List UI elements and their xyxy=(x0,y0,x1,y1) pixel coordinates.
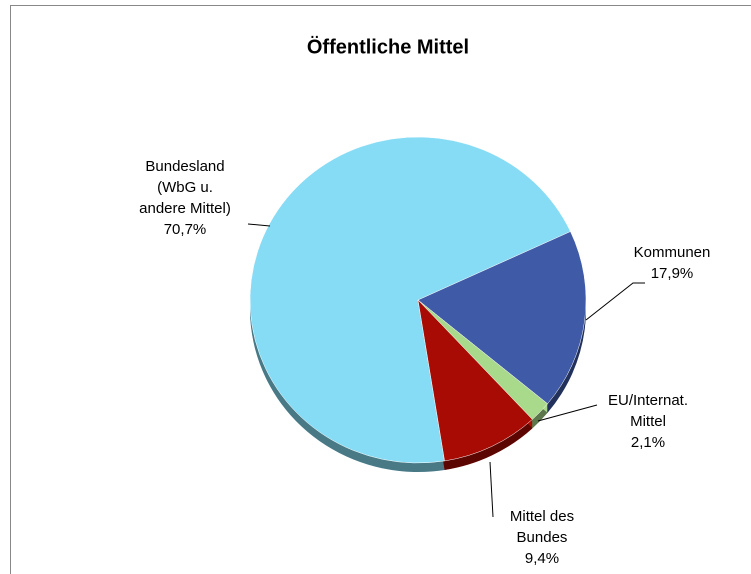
slice xyxy=(249,136,571,464)
value-label: 17,9% xyxy=(650,265,694,282)
slice-label: Mittel des Bundes 9,4% xyxy=(510,506,574,569)
leader-line xyxy=(537,404,598,422)
category-label: Mittel des Bundes xyxy=(509,508,575,546)
leader-line xyxy=(489,461,494,518)
slice-label: Bundesland (WbG u. andere Mittel) 70,7% xyxy=(139,156,231,240)
value-label: 2,1% xyxy=(630,434,666,451)
leader-line xyxy=(247,223,271,227)
chart-title: Öffentliche Mittel xyxy=(307,35,469,58)
category-label: EU/Internat. Mittel xyxy=(607,392,689,430)
slice xyxy=(417,299,533,462)
value-label: 9,4% xyxy=(524,550,560,567)
leader-line xyxy=(585,282,645,321)
slice-label: Kommunen 17,9% xyxy=(634,242,711,284)
category-label: Kommunen xyxy=(633,244,711,261)
value-label: 70,7% xyxy=(163,221,207,238)
slice xyxy=(417,231,587,405)
category-label: Bundesland (WbG u. andere Mittel) xyxy=(139,158,231,217)
slice-label: EU/Internat. Mittel 2,1% xyxy=(608,390,688,453)
